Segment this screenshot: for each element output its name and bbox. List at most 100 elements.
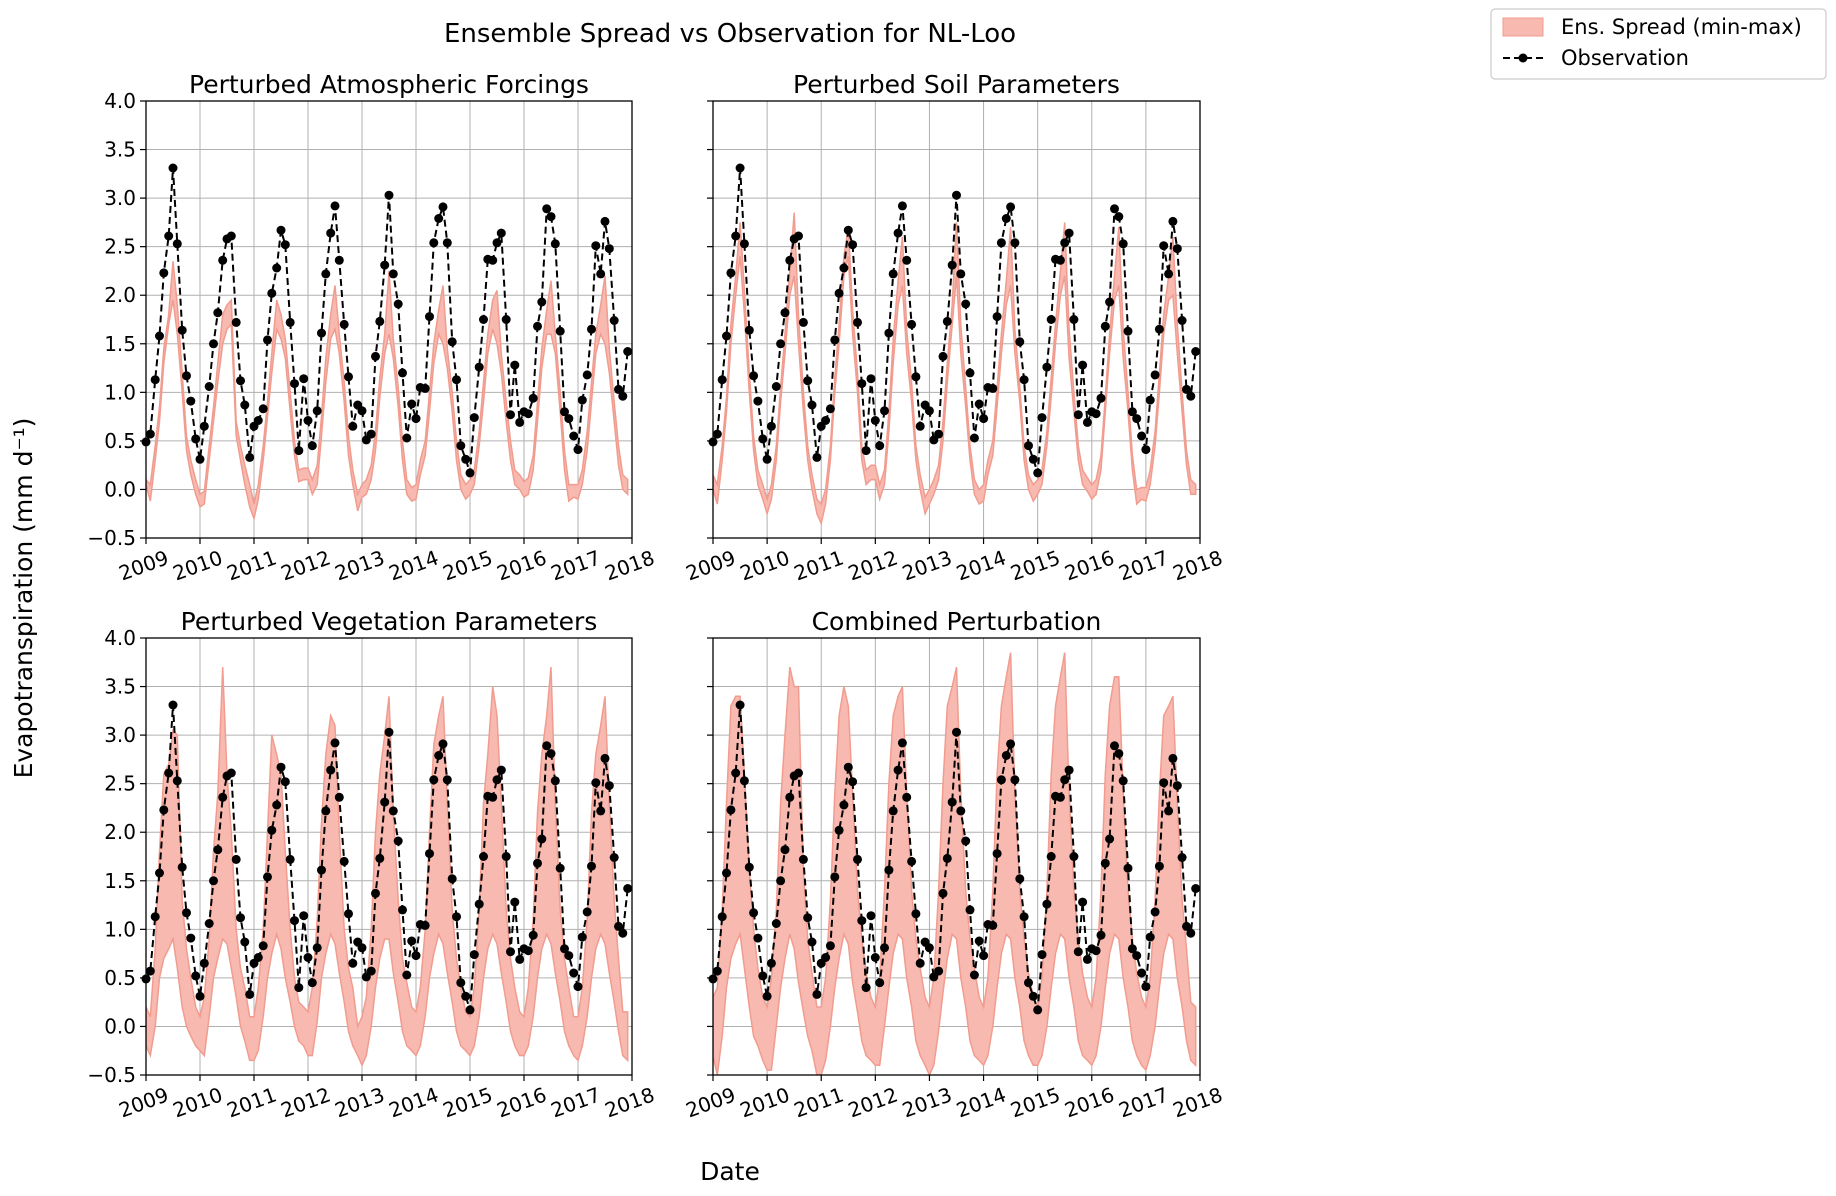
observation-point [843,762,853,772]
observation-point [1150,370,1160,380]
observation-point [231,854,241,864]
observation-point [1019,912,1029,922]
observation-point [771,919,781,928]
observation-point [334,255,344,265]
observation-point [717,912,727,922]
observation-point [560,407,569,417]
observation-point [204,919,214,928]
plot-frame [145,637,633,1076]
observation-point [1006,202,1016,212]
x-axis-label: Date [700,1157,760,1186]
observation-point [299,911,309,921]
observation-point [384,727,394,737]
observation-point [1073,410,1083,420]
plot-frame [145,100,633,539]
observation-point [388,269,398,279]
x-tick-label: 2016 [494,1082,550,1122]
observation-point [182,908,191,918]
observation-point [366,966,376,976]
observation-point [1127,407,1137,417]
x-tick-label: 2011 [224,545,280,585]
observation-point [204,382,214,391]
observation-point [425,312,434,322]
observation-point [1172,781,1182,791]
plot-frame [712,637,1201,1076]
observation-point [492,775,502,785]
observation-point [1028,991,1038,1001]
observation-point [240,400,250,410]
observation-point [735,700,745,710]
y-tick-label: 1.0 [104,917,136,941]
observation-point [375,316,385,326]
observation-point [834,288,844,298]
observation-point [956,269,966,279]
observation-point [1042,899,1052,909]
observation-point [231,317,241,327]
observation-point [213,845,223,855]
y-tick-label: 1.5 [104,332,136,356]
observation-point [880,406,889,416]
observation-point [533,858,542,868]
observation-point [339,319,349,329]
observation-point [560,944,569,954]
legend-observation-marker [1518,53,1528,63]
ensemble-spread-band [713,652,1197,1075]
observation-point [447,874,457,884]
observation-point [245,452,255,462]
observation-point [199,958,209,968]
y-tick-label: 4.0 [104,626,136,650]
observation-point [979,414,989,424]
observation-point [285,317,295,327]
x-tick-label: 2018 [602,1082,658,1122]
observation-point [875,441,885,451]
observation-point [186,396,196,406]
observation-point [550,776,560,786]
observation-point [938,351,948,361]
observation-point [717,375,727,385]
observation-point [407,936,417,946]
observation-point [843,225,853,235]
x-tick-label: 2015 [1007,545,1063,585]
observation-point [880,943,889,953]
observation-point [533,321,542,331]
observation-point [591,241,601,251]
observation-point [272,263,282,273]
observation-point [1046,315,1056,324]
observation-point [393,836,403,846]
observation-point [1069,315,1079,324]
observation-point [915,958,925,968]
observation-point [1164,269,1174,279]
observation-point [159,268,169,278]
panel-perturbed-soil-parameters: Perturbed Soil Parameters 20092010201120… [683,70,1226,585]
observation-point [434,214,444,223]
observation-point [875,978,885,988]
x-tick-label: 2012 [845,1082,901,1122]
observation-point [267,825,277,835]
observation-point [564,951,574,961]
observation-point [884,865,894,875]
observation-point [712,966,722,976]
x-tick-label: 2016 [1061,545,1117,585]
observation-point [213,308,223,318]
observation-point [1137,968,1147,978]
observation-point [618,391,628,401]
observation-point [1082,417,1092,427]
observation-point [299,374,309,384]
observation-point [442,775,452,785]
observation-point [1164,806,1174,816]
x-tick-label: 2009 [683,1082,739,1122]
observation-point [1168,753,1178,763]
observation-point [1145,395,1155,405]
observation-point [1100,321,1110,331]
observation-point [1037,413,1047,423]
y-tick-label: 1.0 [104,380,136,404]
observation-point [961,836,971,846]
observation-point [938,888,948,898]
observation-point [1168,216,1178,226]
y-tick-label: 4.0 [104,89,136,113]
x-tick-label: 2015 [1007,1082,1063,1122]
observation-point [456,978,466,988]
x-tick-label: 2009 [116,1082,172,1122]
observation-point [807,400,817,410]
